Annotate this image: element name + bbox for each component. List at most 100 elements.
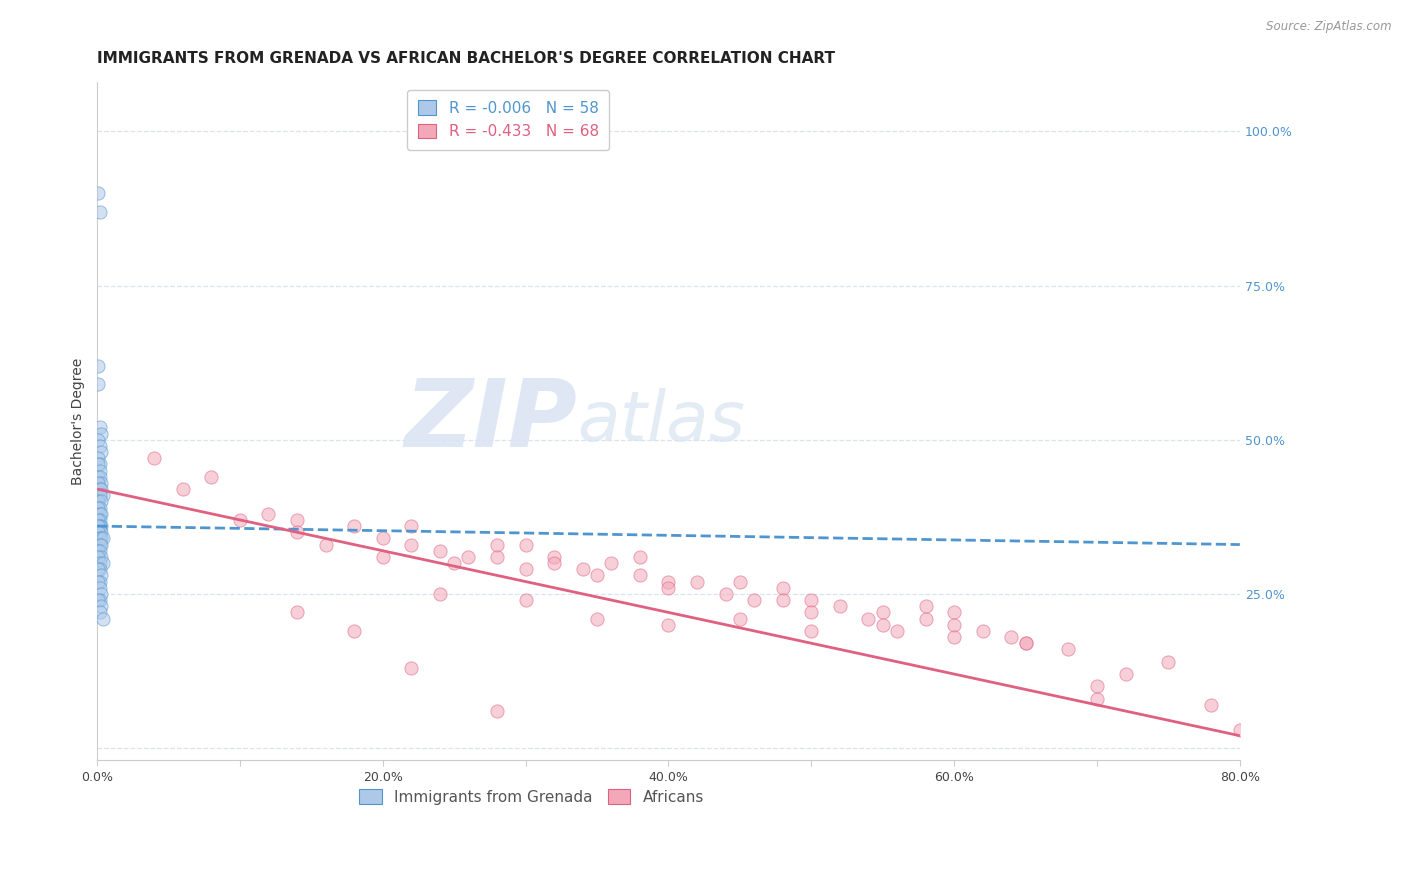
Point xyxy=(1229,723,1251,737)
Point xyxy=(89,574,111,589)
Point xyxy=(800,593,823,607)
Point xyxy=(657,574,679,589)
Point xyxy=(343,624,366,638)
Point xyxy=(600,556,623,570)
Point xyxy=(914,611,936,625)
Point xyxy=(914,599,936,614)
Point xyxy=(87,359,110,373)
Point xyxy=(89,562,111,576)
Point xyxy=(1201,698,1223,712)
Point xyxy=(486,538,509,552)
Point xyxy=(800,624,823,638)
Point xyxy=(657,581,679,595)
Point xyxy=(90,568,112,582)
Point xyxy=(87,494,110,508)
Point xyxy=(91,611,114,625)
Point xyxy=(486,704,509,718)
Point xyxy=(87,513,110,527)
Point xyxy=(87,593,110,607)
Point xyxy=(1057,642,1080,657)
Point xyxy=(742,593,765,607)
Point xyxy=(87,574,110,589)
Point xyxy=(586,611,609,625)
Point xyxy=(886,624,908,638)
Point xyxy=(401,661,423,675)
Point xyxy=(89,500,111,515)
Point xyxy=(943,617,966,632)
Point xyxy=(89,606,111,620)
Point xyxy=(89,538,111,552)
Point xyxy=(657,617,679,632)
Point xyxy=(87,469,110,483)
Point xyxy=(91,556,114,570)
Point xyxy=(772,581,794,595)
Point xyxy=(1014,636,1036,650)
Text: IMMIGRANTS FROM GRENADA VS AFRICAN BACHELOR'S DEGREE CORRELATION CHART: IMMIGRANTS FROM GRENADA VS AFRICAN BACHE… xyxy=(97,51,835,66)
Point xyxy=(90,445,112,459)
Point xyxy=(486,549,509,564)
Point xyxy=(543,549,565,564)
Point xyxy=(89,519,111,533)
Point xyxy=(90,494,112,508)
Point xyxy=(89,543,111,558)
Point xyxy=(429,543,451,558)
Point xyxy=(172,482,194,496)
Point xyxy=(343,519,366,533)
Point xyxy=(285,525,308,540)
Point xyxy=(89,458,111,472)
Point xyxy=(515,562,537,576)
Point xyxy=(87,458,110,472)
Point xyxy=(1000,630,1022,644)
Point xyxy=(90,538,112,552)
Point xyxy=(872,617,894,632)
Point xyxy=(89,464,111,478)
Point xyxy=(1115,667,1137,681)
Point xyxy=(828,599,851,614)
Point xyxy=(628,568,651,582)
Point xyxy=(87,525,110,540)
Point xyxy=(515,538,537,552)
Point xyxy=(89,469,111,483)
Point xyxy=(90,507,112,521)
Point xyxy=(457,549,479,564)
Point xyxy=(543,556,565,570)
Point xyxy=(89,581,111,595)
Text: Source: ZipAtlas.com: Source: ZipAtlas.com xyxy=(1267,20,1392,33)
Point xyxy=(90,532,112,546)
Point xyxy=(90,475,112,490)
Point xyxy=(90,525,112,540)
Point xyxy=(285,606,308,620)
Point xyxy=(91,532,114,546)
Point xyxy=(943,606,966,620)
Point xyxy=(89,532,111,546)
Point xyxy=(87,500,110,515)
Point xyxy=(586,568,609,582)
Point xyxy=(87,475,110,490)
Point xyxy=(1014,636,1036,650)
Text: atlas: atlas xyxy=(576,388,745,455)
Point xyxy=(89,488,111,502)
Point xyxy=(858,611,880,625)
Point xyxy=(87,433,110,447)
Point xyxy=(571,562,593,576)
Point xyxy=(628,549,651,564)
Point xyxy=(89,420,111,434)
Point xyxy=(1085,679,1108,693)
Point xyxy=(686,574,709,589)
Point xyxy=(943,630,966,644)
Point xyxy=(87,519,110,533)
Point xyxy=(772,593,794,607)
Point xyxy=(200,469,222,483)
Point xyxy=(89,556,111,570)
Point xyxy=(429,587,451,601)
Point xyxy=(315,538,337,552)
Point xyxy=(90,482,112,496)
Text: ZIP: ZIP xyxy=(404,376,576,467)
Point xyxy=(800,606,823,620)
Point xyxy=(87,562,110,576)
Point xyxy=(285,513,308,527)
Point xyxy=(229,513,252,527)
Point xyxy=(401,538,423,552)
Point xyxy=(90,519,112,533)
Point xyxy=(1157,655,1180,669)
